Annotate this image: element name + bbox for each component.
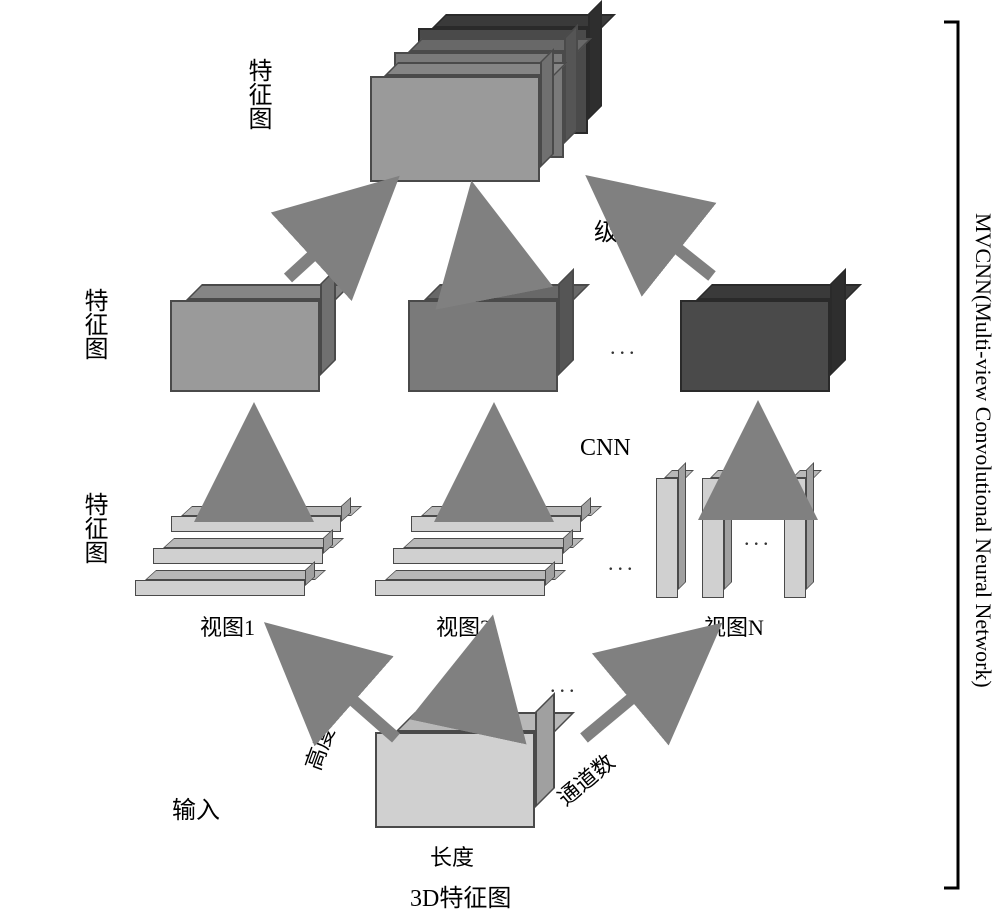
viewN-label: 视图N — [704, 610, 764, 642]
diagram-area: 长度 高度 通道数 3D特征图 ⋮ 视图1 ⋮ — [40, 20, 860, 900]
views-row-dots1: ... — [608, 550, 637, 576]
viewN-dots: ... — [744, 525, 773, 551]
input-length-label: 长度 — [430, 840, 474, 872]
row-input-label: 输入 — [172, 790, 220, 825]
view2-label: 视图2 — [436, 610, 491, 642]
row-top-label: 特征图 — [240, 58, 275, 130]
cascade-label: 级联 — [594, 212, 642, 247]
row-views-label: 特征图 — [76, 492, 111, 564]
right-bracket — [940, 20, 965, 890]
inputarrows-dots: ... — [550, 672, 579, 698]
feature-row-dots: ... — [610, 334, 639, 360]
input-height-label: 高度 — [296, 722, 341, 774]
right-title: MVCNN(Multi-view Convolutional Neural Ne… — [970, 100, 996, 800]
cnn-label: CNN — [580, 435, 631, 462]
input-channels-label: 通道数 — [550, 745, 621, 812]
row-features-label: 特征图 — [76, 288, 111, 360]
input-bottom-label: 3D特征图 — [410, 878, 511, 913]
view1-label: 视图1 — [200, 610, 255, 642]
